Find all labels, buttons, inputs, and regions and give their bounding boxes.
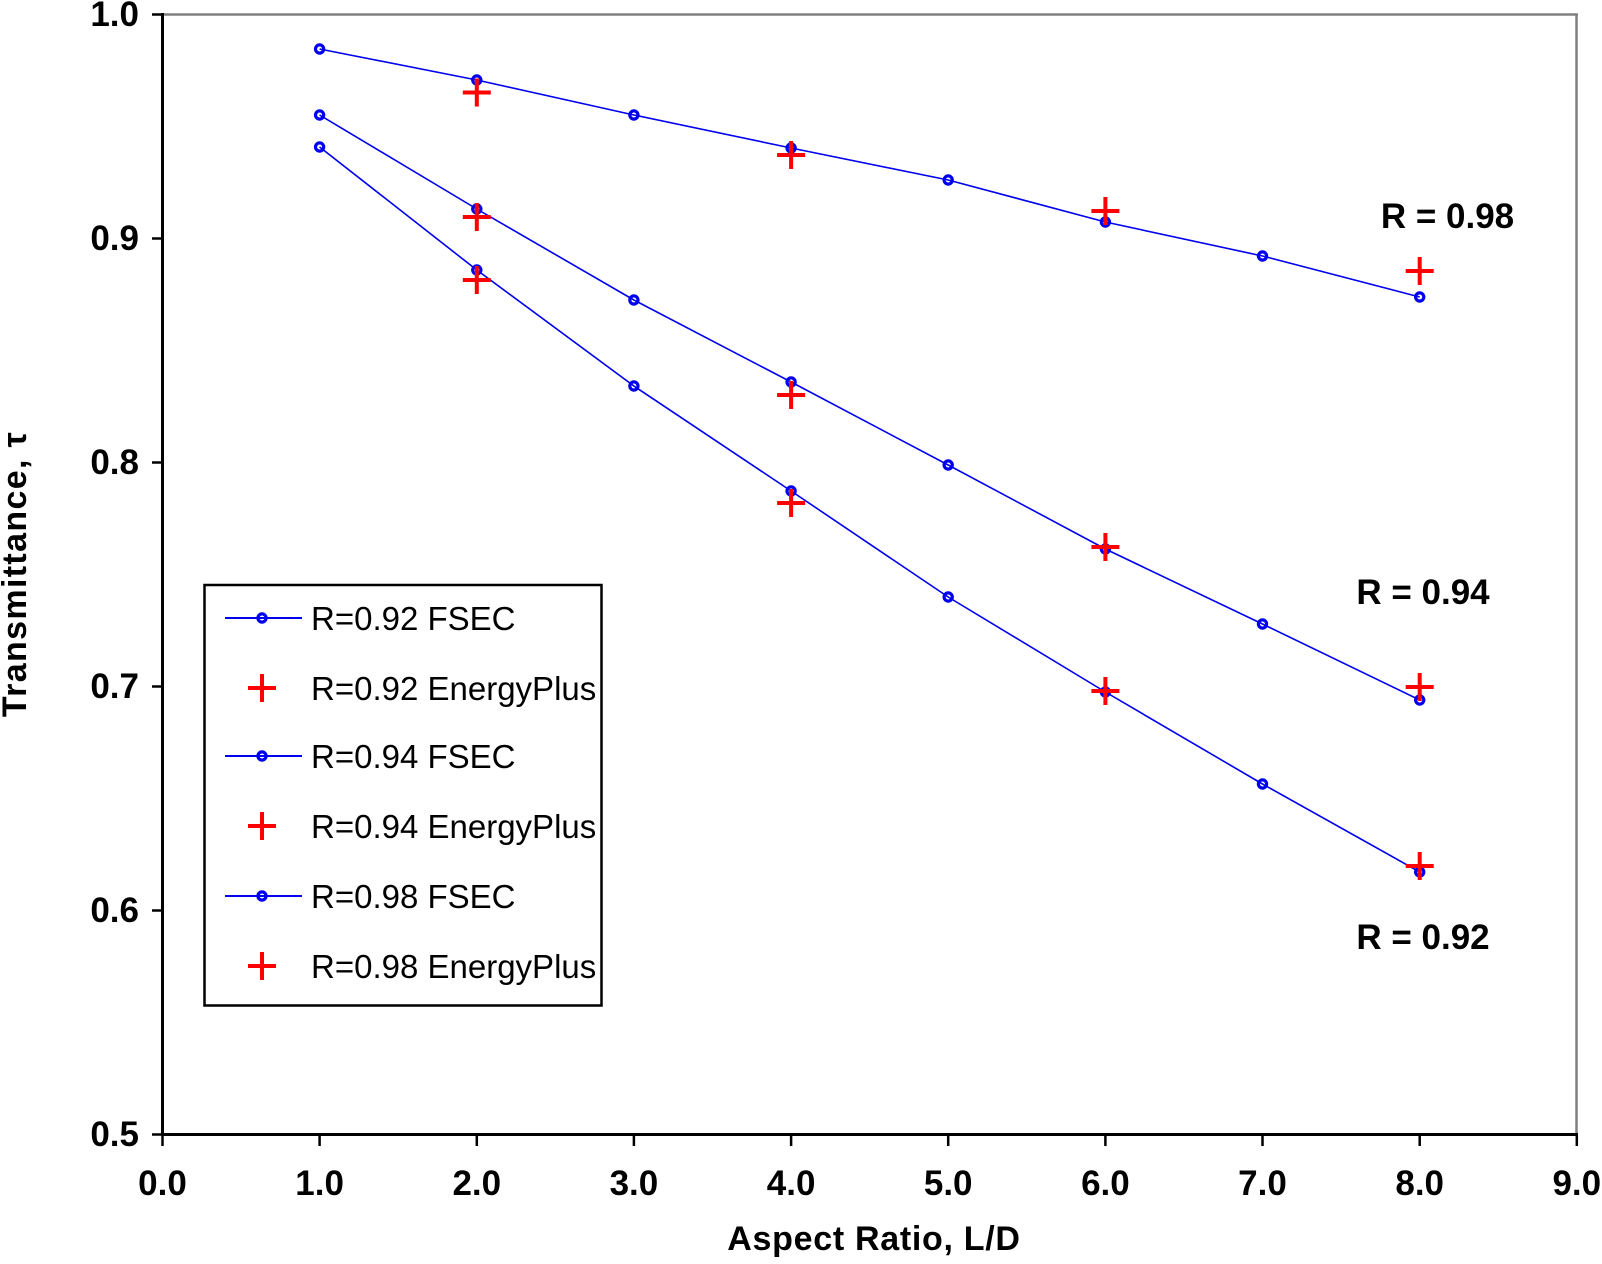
svg-text:1.0: 1.0 <box>295 1164 344 1203</box>
svg-text:0.9: 0.9 <box>90 219 139 258</box>
svg-text:2.0: 2.0 <box>452 1164 501 1203</box>
svg-text:R = 0.92: R = 0.92 <box>1356 918 1489 957</box>
svg-text:R=0.98 EnergyPlus: R=0.98 EnergyPlus <box>311 948 596 985</box>
svg-text:0.7: 0.7 <box>90 667 139 706</box>
svg-text:4.0: 4.0 <box>767 1164 816 1203</box>
svg-text:R=0.94 FSEC: R=0.94 FSEC <box>311 738 516 775</box>
svg-text:Aspect Ratio, L/D: Aspect Ratio, L/D <box>727 1220 1020 1258</box>
svg-text:R = 0.94: R = 0.94 <box>1356 573 1490 612</box>
svg-text:0.8: 0.8 <box>90 443 139 482</box>
svg-text:3.0: 3.0 <box>610 1164 659 1203</box>
svg-text:1.0: 1.0 <box>90 0 139 34</box>
svg-text:0.6: 0.6 <box>90 891 139 930</box>
svg-text:R=0.92 EnergyPlus: R=0.92 EnergyPlus <box>311 670 596 707</box>
svg-text:0.5: 0.5 <box>90 1115 139 1154</box>
svg-text:R=0.98 FSEC: R=0.98 FSEC <box>311 878 516 915</box>
svg-text:7.0: 7.0 <box>1238 1164 1287 1203</box>
svg-text:R=0.94 EnergyPlus: R=0.94 EnergyPlus <box>311 808 596 845</box>
svg-text:9.0: 9.0 <box>1552 1164 1601 1203</box>
svg-text:6.0: 6.0 <box>1081 1164 1130 1203</box>
svg-text:0.0: 0.0 <box>138 1164 187 1203</box>
svg-text:8.0: 8.0 <box>1395 1164 1444 1203</box>
svg-text:R=0.92 FSEC: R=0.92 FSEC <box>311 600 516 637</box>
svg-text:R = 0.98: R = 0.98 <box>1381 197 1514 236</box>
svg-text:Transmittance, τ: Transmittance, τ <box>0 431 34 717</box>
svg-text:5.0: 5.0 <box>924 1164 973 1203</box>
